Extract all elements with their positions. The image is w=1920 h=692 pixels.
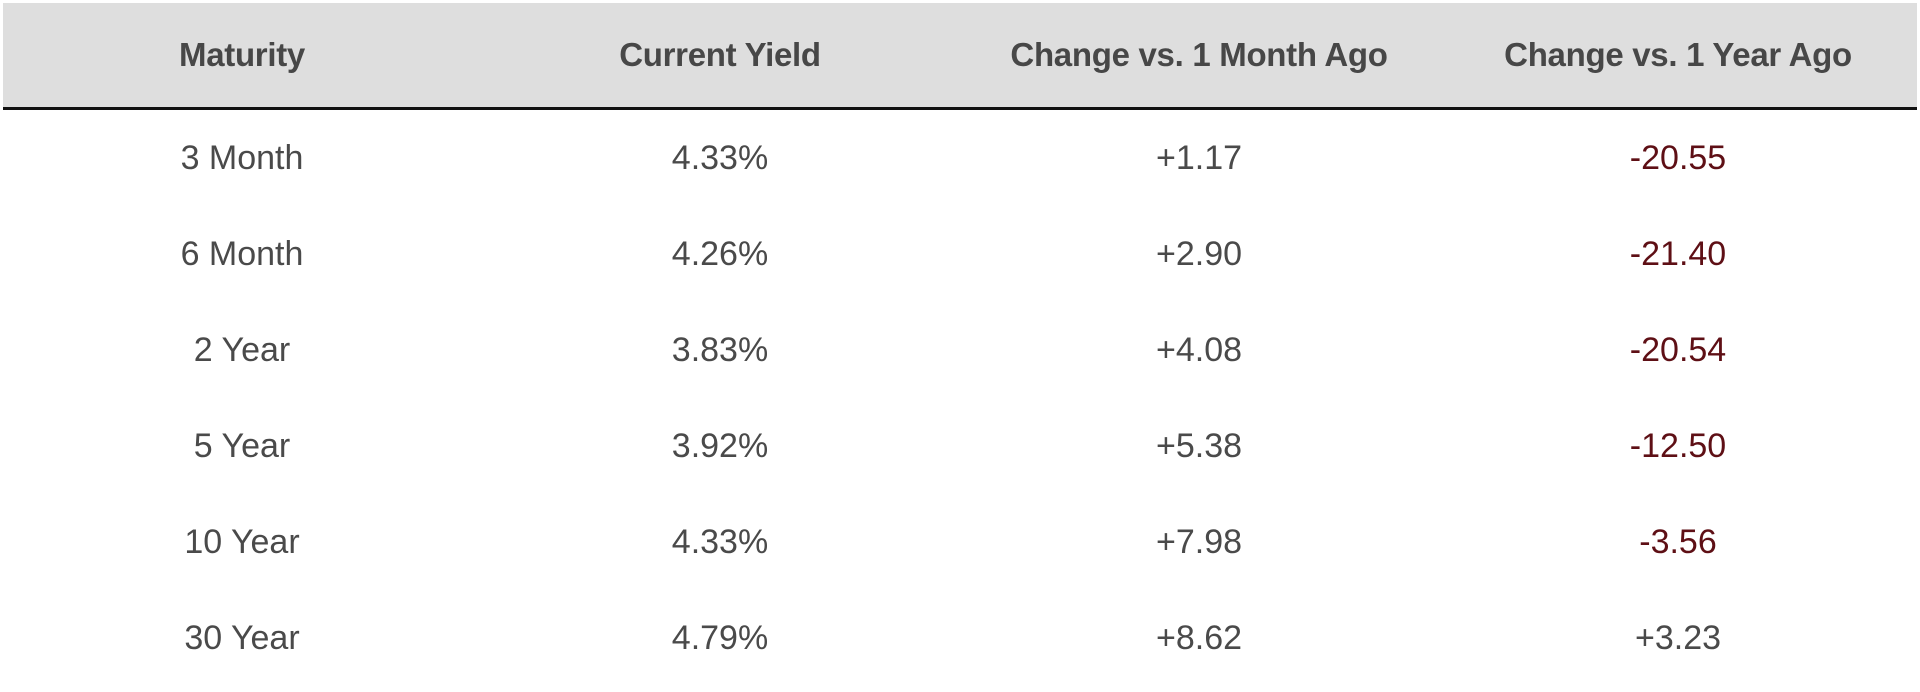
column-header-maturity: Maturity	[3, 3, 481, 110]
table-row: 3 Month 4.33% +1.17 -20.55	[3, 109, 1917, 207]
maturity-cell: 10 Year	[184, 522, 300, 561]
change-1-month-cell: +5.38	[1155, 426, 1243, 465]
change-1-year-cell: +3.23	[1634, 618, 1722, 657]
change-1-year-cell: -20.54	[1629, 330, 1727, 369]
table-row: 30 Year 4.79% +8.62 +3.23	[3, 590, 1917, 686]
table-row: 6 Month 4.26% +2.90 -21.40	[3, 206, 1917, 302]
table-header: Maturity Current Yield Change vs. 1 Mont…	[3, 3, 1917, 110]
maturity-cell: 3 Month	[180, 138, 304, 177]
current-yield-cell: 3.83%	[671, 330, 769, 369]
header-row: Maturity Current Yield Change vs. 1 Mont…	[3, 3, 1917, 110]
maturity-cell: 2 Year	[193, 330, 291, 369]
column-header-change-1-year: Change vs. 1 Year Ago	[1439, 3, 1917, 110]
column-header-current-yield: Current Yield	[481, 3, 959, 110]
current-yield-cell: 4.79%	[671, 618, 769, 657]
maturity-cell: 5 Year	[193, 426, 291, 465]
table-row: 10 Year 4.33% +7.98 -3.56	[3, 494, 1917, 590]
change-1-month-cell: +7.98	[1155, 522, 1243, 561]
table-body: 3 Month 4.33% +1.17 -20.55 6 Month 4.26%…	[3, 109, 1917, 687]
current-yield-cell: 4.33%	[671, 522, 769, 561]
change-1-year-cell: -21.40	[1629, 234, 1727, 273]
maturity-cell: 30 Year	[184, 618, 300, 657]
treasury-yield-table: Maturity Current Yield Change vs. 1 Mont…	[3, 3, 1917, 686]
change-1-month-cell: +1.17	[1155, 138, 1243, 177]
current-yield-cell: 4.26%	[671, 234, 769, 273]
table-row: 5 Year 3.92% +5.38 -12.50	[3, 398, 1917, 494]
column-header-change-1-month: Change vs. 1 Month Ago	[959, 3, 1439, 110]
change-1-month-cell: +8.62	[1155, 618, 1243, 657]
change-1-year-cell: -20.55	[1629, 138, 1727, 177]
change-1-year-cell: -12.50	[1629, 426, 1727, 465]
change-1-month-cell: +2.90	[1155, 234, 1243, 273]
yield-table-container: Maturity Current Yield Change vs. 1 Mont…	[3, 3, 1917, 686]
maturity-cell: 6 Month	[180, 234, 304, 273]
table-row: 2 Year 3.83% +4.08 -20.54	[3, 302, 1917, 398]
change-1-month-cell: +4.08	[1155, 330, 1243, 369]
current-yield-cell: 3.92%	[671, 426, 769, 465]
current-yield-cell: 4.33%	[671, 138, 769, 177]
change-1-year-cell: -3.56	[1639, 522, 1717, 561]
